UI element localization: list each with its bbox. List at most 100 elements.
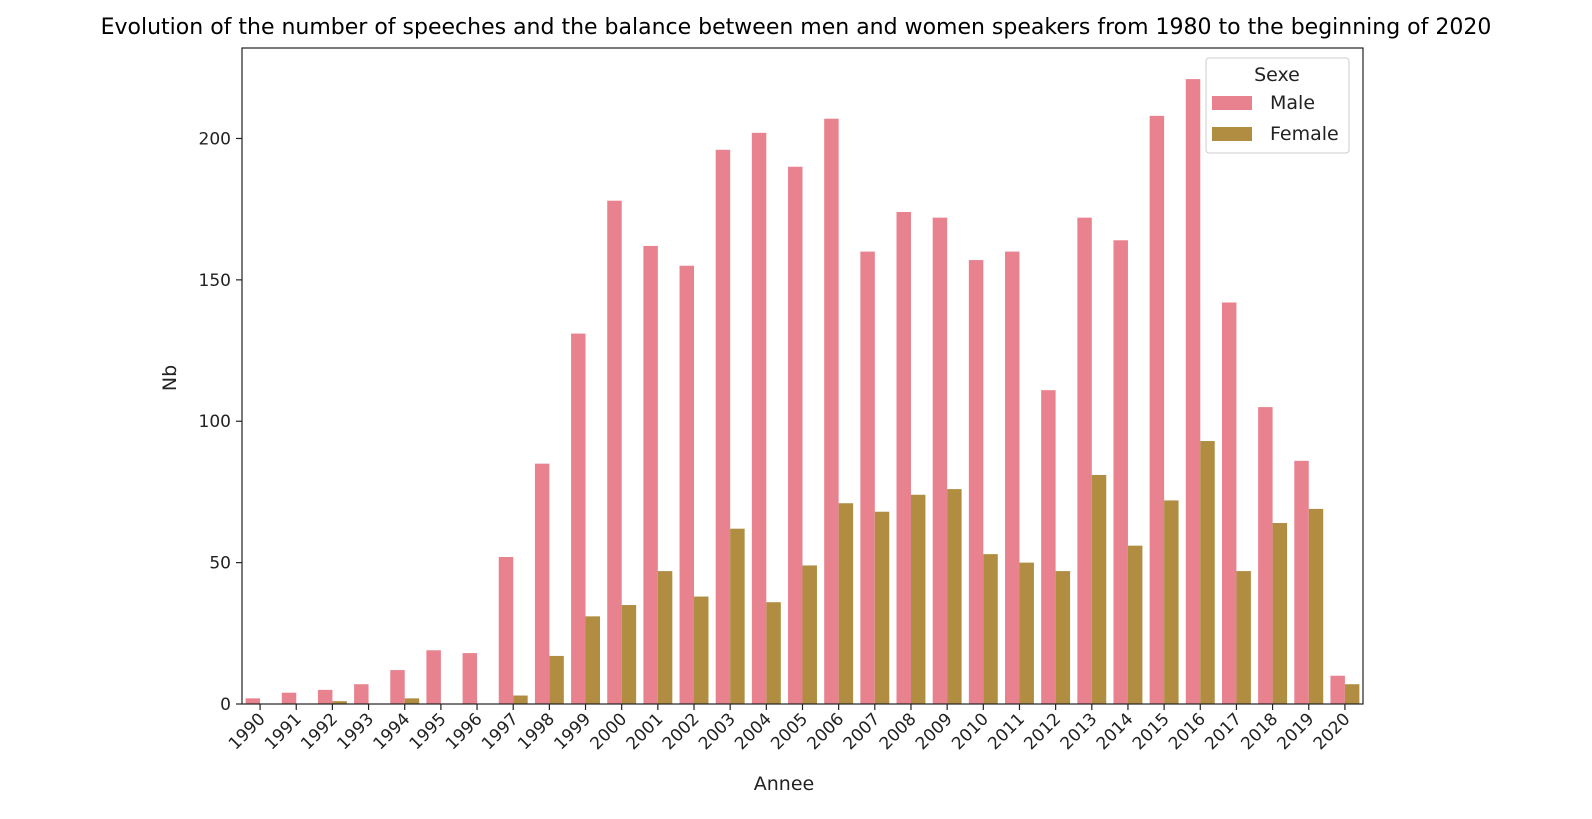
bar-female-1994 xyxy=(404,698,420,704)
bar-male-2011 xyxy=(1005,251,1020,704)
bar-female-2019 xyxy=(1308,508,1324,704)
y-tick-label-50: 50 xyxy=(209,554,231,574)
bar-male-1993 xyxy=(354,684,369,704)
bar-female-2015 xyxy=(1164,500,1179,704)
bar-female-2013 xyxy=(1091,474,1107,704)
bar-female-2018 xyxy=(1272,523,1288,704)
bars-layer xyxy=(245,79,1360,705)
x-tick-label-2017: 2017 xyxy=(1201,709,1246,754)
bar-female-2011 xyxy=(1019,562,1034,704)
bar-female-2001 xyxy=(657,571,673,704)
bar-male-2016 xyxy=(1185,79,1201,705)
chart-title: Evolution of the number of speeches and … xyxy=(101,15,1492,40)
x-tick-label-2015: 2015 xyxy=(1129,709,1174,754)
x-tick-label-1999: 1999 xyxy=(550,709,595,754)
bar-male-1996 xyxy=(462,653,478,704)
bar-male-2014 xyxy=(1113,240,1128,704)
x-tick-label-2005: 2005 xyxy=(767,709,812,754)
y-tick-label-150: 150 xyxy=(199,271,231,291)
x-tick-label-2003: 2003 xyxy=(695,709,740,754)
bar-female-2017 xyxy=(1236,571,1251,704)
bar-male-2004 xyxy=(751,132,767,704)
x-tick-label-1995: 1995 xyxy=(406,709,451,754)
bar-male-2019 xyxy=(1294,460,1309,704)
bar-female-2014 xyxy=(1127,545,1143,704)
x-tick-label-1996: 1996 xyxy=(442,709,487,754)
bar-female-2007 xyxy=(874,511,890,704)
bar-female-2009 xyxy=(947,489,962,704)
x-tick-label-2010: 2010 xyxy=(948,709,993,754)
bar-male-2015 xyxy=(1149,115,1165,705)
legend-label-male: Male xyxy=(1270,92,1315,114)
x-tick-label-1994: 1994 xyxy=(370,709,415,754)
bar-female-2005 xyxy=(802,565,817,704)
x-tick-label-2008: 2008 xyxy=(876,709,921,754)
bar-male-1998 xyxy=(534,463,550,704)
x-axis-label: Annee xyxy=(754,773,814,795)
bar-male-2013 xyxy=(1077,217,1092,704)
x-tick-label-1997: 1997 xyxy=(478,709,523,754)
y-tick-label-100: 100 xyxy=(199,412,231,432)
x-tick-label-2020: 2020 xyxy=(1310,709,1355,754)
x-tick-label-2014: 2014 xyxy=(1093,709,1138,754)
bar-male-2010 xyxy=(968,260,984,704)
bar-male-2007 xyxy=(860,251,875,704)
y-tick-label-0: 0 xyxy=(220,695,231,715)
bar-female-2012 xyxy=(1055,571,1071,704)
bar-male-1995 xyxy=(426,650,441,704)
bar-male-2002 xyxy=(679,265,695,704)
legend-label-female: Female xyxy=(1270,123,1339,145)
bar-female-1998 xyxy=(549,655,564,704)
x-tick-label-2007: 2007 xyxy=(840,709,885,754)
x-tick-label-2011: 2011 xyxy=(984,709,1029,754)
bar-female-2004 xyxy=(766,602,781,704)
bar-female-2020 xyxy=(1344,684,1360,704)
legend: Sexe Male Female xyxy=(1205,57,1350,154)
x-tick-label-2019: 2019 xyxy=(1274,709,1319,754)
x-tick-label-1991: 1991 xyxy=(261,709,306,754)
bar-female-1997 xyxy=(513,695,528,704)
bar-male-2020 xyxy=(1330,675,1345,704)
bar-male-1991 xyxy=(281,692,297,704)
x-tick-label-1998: 1998 xyxy=(514,709,559,754)
x-tick-label-1993: 1993 xyxy=(333,709,378,754)
bar-male-2005 xyxy=(788,166,803,704)
bar-female-2008 xyxy=(910,494,926,704)
x-tick-label-2001: 2001 xyxy=(623,709,668,754)
bar-female-1999 xyxy=(585,616,600,704)
bar-female-1992 xyxy=(332,701,347,704)
bar-male-2008 xyxy=(896,212,911,704)
bar-male-2006 xyxy=(824,118,839,704)
x-tick-label-2006: 2006 xyxy=(803,709,848,754)
legend-swatch-female xyxy=(1212,127,1252,141)
y-tick-label-200: 200 xyxy=(199,129,231,149)
bar-female-2006 xyxy=(838,503,854,704)
bar-male-2003 xyxy=(715,149,731,705)
x-tick-label-2018: 2018 xyxy=(1237,709,1282,754)
x-tick-label-1990: 1990 xyxy=(225,709,270,754)
y-axis-label: Nb xyxy=(159,365,181,391)
x-tick-label-2012: 2012 xyxy=(1020,709,1065,754)
bar-male-2009 xyxy=(932,217,948,704)
bar-male-1994 xyxy=(390,670,405,704)
bar-male-2012 xyxy=(1041,390,1056,704)
bar-male-1997 xyxy=(498,556,514,704)
bar-male-1990 xyxy=(245,698,261,704)
x-tick-label-2000: 2000 xyxy=(586,709,631,754)
legend-title: Sexe xyxy=(1254,64,1300,86)
bar-male-2018 xyxy=(1258,407,1273,704)
bar-female-2002 xyxy=(694,596,709,704)
x-tick-label-2009: 2009 xyxy=(912,709,957,754)
bar-male-2017 xyxy=(1221,302,1237,704)
bar-male-1992 xyxy=(317,689,333,704)
x-tick-label-2016: 2016 xyxy=(1165,709,1210,754)
x-tick-label-1992: 1992 xyxy=(297,709,342,754)
bar-female-2003 xyxy=(730,528,745,704)
bar-female-2016 xyxy=(1200,441,1215,704)
legend-swatch-male xyxy=(1212,96,1252,110)
bar-male-2001 xyxy=(643,245,658,704)
x-tick-label-2004: 2004 xyxy=(731,709,776,754)
bar-male-1999 xyxy=(571,333,586,704)
bar-male-2000 xyxy=(607,200,622,704)
